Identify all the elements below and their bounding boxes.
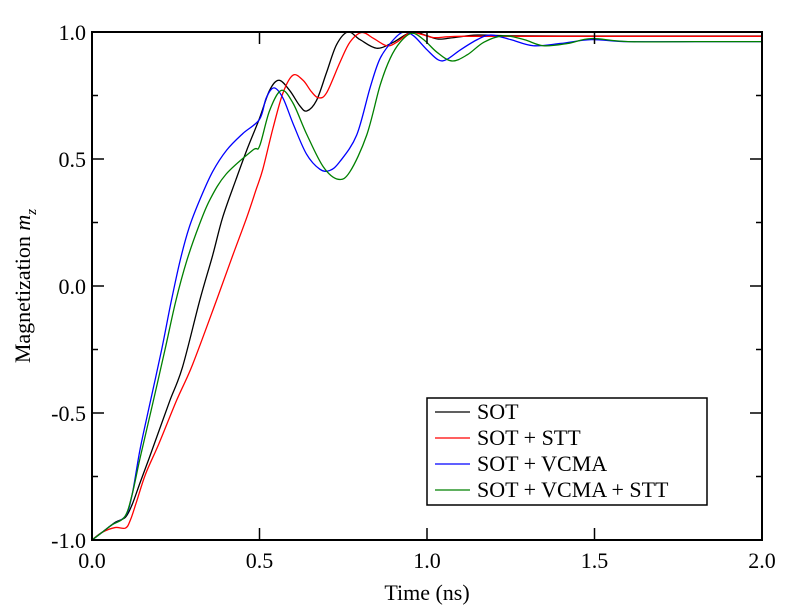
- y-axis-label-subscript: z: [24, 209, 40, 216]
- series-line-sot: [91, 31, 762, 541]
- y-tick-label: 1.0: [59, 20, 87, 45]
- y-tick-label: 0.5: [59, 147, 87, 172]
- x-tick-label: 2.0: [748, 548, 776, 573]
- legend-label: SOT: [477, 399, 519, 424]
- legend-box: [426, 397, 708, 506]
- legend-label: SOT + VCMA: [477, 451, 607, 476]
- legend-label: SOT + VCMA + STT: [477, 477, 669, 502]
- y-tick-label: -0.5: [51, 401, 86, 426]
- x-axis-label: Time (ns): [384, 580, 469, 605]
- y-axis-label-symbol: m: [10, 215, 35, 231]
- series-line-sot-vcma: [91, 31, 762, 541]
- x-tick-label: 1.5: [581, 548, 609, 573]
- axis-ticks: [92, 32, 762, 540]
- x-tick-label: 0.0: [78, 548, 106, 573]
- x-tick-labels: 0.0 0.5 1.0 1.5 2.0: [78, 548, 776, 573]
- x-tick-label: 0.5: [246, 548, 274, 573]
- legend-label: SOT + STT: [477, 425, 581, 450]
- y-tick-label: -1.0: [51, 528, 86, 553]
- x-tick-label: 1.0: [413, 548, 441, 573]
- series-line-sot-stt: [91, 31, 762, 541]
- y-tick-labels: -1.0 -0.5 0.0 0.5 1.0: [51, 20, 86, 553]
- y-axis-label-main: Magnetization: [10, 231, 35, 364]
- y-tick-label: 0.0: [59, 274, 87, 299]
- y-axis-label: Magnetization mz: [10, 209, 40, 363]
- series-line-sot-vcma-stt: [91, 32, 762, 541]
- plot-series: [91, 31, 762, 541]
